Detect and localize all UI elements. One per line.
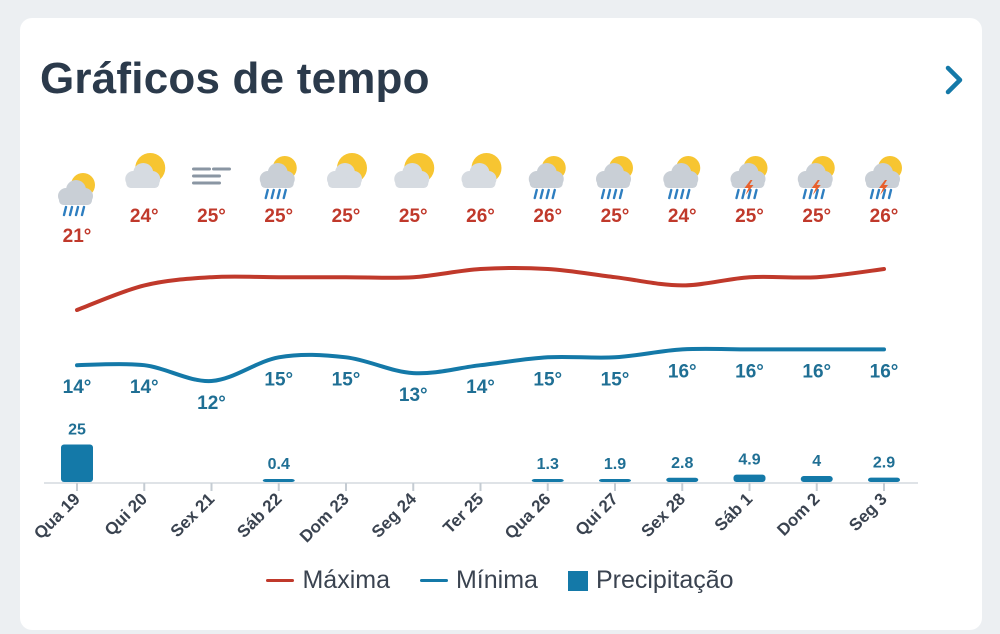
precip-label: 1.3: [537, 456, 559, 473]
precip-label: 2.8: [671, 455, 693, 472]
x-tick-label: Sáb 22: [233, 489, 285, 541]
sun-cloud-icon: [461, 153, 502, 188]
precip-bar: [531, 479, 564, 482]
max-temp-label: 21°: [63, 226, 92, 247]
x-tick-label: Sex 21: [167, 489, 219, 541]
x-tick-label: Sáb 1: [711, 489, 757, 535]
storm-sun-icon: [730, 156, 768, 200]
x-tick-label: Qui 20: [101, 489, 151, 539]
max-temp-label: 24°: [130, 206, 159, 227]
weather-chart-card: [20, 18, 982, 630]
legend-label-precip: Precipitação: [595, 566, 734, 594]
precip-label: 4.9: [738, 452, 760, 469]
rain-sun-icon: [596, 156, 633, 200]
min-temp-label: 15°: [264, 369, 293, 390]
rain-sun-icon: [528, 156, 566, 200]
fog-icon: [192, 167, 231, 185]
max-temp-label: 24°: [668, 206, 697, 227]
max-temp-label: 25°: [264, 206, 293, 227]
precip-bars: [61, 444, 900, 482]
max-temp-label: 25°: [197, 206, 226, 227]
max-temp-label: 25°: [601, 206, 630, 227]
max-temp-label: 25°: [802, 206, 831, 227]
x-tick-label: Dom 2: [773, 489, 823, 539]
max-temp-label: 26°: [533, 206, 562, 227]
legend-item-max[interactable]: Máxima: [266, 566, 390, 595]
min-temp-label: 15°: [533, 369, 562, 390]
min-temp-label: 14°: [63, 377, 92, 398]
x-tick-label: Qua 26: [501, 489, 555, 543]
precip-bar: [868, 477, 900, 482]
min-temp-label: 13°: [399, 385, 428, 406]
legend-label-max: Máxima: [302, 566, 390, 594]
max-temp-line: [75, 265, 886, 312]
precip-label: 4: [812, 453, 821, 470]
storm-sun-icon: [865, 156, 902, 200]
min-temp-label: 16°: [668, 361, 697, 382]
x-tick-label: Qua 19: [30, 489, 84, 543]
precip-labels: 25 0.4 1.3 1.9 2.8 4.9 4 2.9: [68, 422, 895, 474]
max-temp-labels: 21° 24° 25° 25° 25° 25° 26° 26° 25° 24° 25° 25° 26°: [63, 206, 899, 247]
legend: Máxima Mínima Precipitação: [0, 566, 1000, 595]
storm-sun-icon: [797, 156, 835, 200]
precip-bar: [666, 477, 699, 482]
min-temp-line: [75, 346, 886, 384]
precip-label: 25: [68, 422, 86, 439]
sun-cloud-icon: [394, 153, 435, 188]
weather-icons: [58, 153, 902, 217]
min-temp-label: 14°: [130, 377, 159, 398]
rain-sun-icon: [663, 156, 701, 200]
page-title: Gráficos de tempo: [40, 54, 430, 103]
max-temp-label: 26°: [870, 206, 899, 227]
rain-sun-icon: [58, 173, 95, 217]
x-tick-label: Qui 27: [572, 489, 622, 539]
x-tick-label: Seg 3: [845, 489, 891, 535]
sun-cloud-icon: [327, 153, 367, 188]
min-temp-label: 16°: [735, 361, 764, 382]
x-tick-label: Dom 23: [296, 489, 353, 546]
precip-bar: [733, 474, 766, 482]
legend-swatch-precip: [567, 570, 588, 591]
precip-bar: [599, 479, 631, 482]
min-temp-label: 15°: [332, 369, 361, 390]
legend-item-min[interactable]: Mínima: [419, 566, 538, 595]
precip-label: 2.9: [873, 455, 895, 472]
legend-label-min: Mínima: [455, 566, 538, 594]
x-tick-label: Ter 25: [439, 489, 487, 537]
max-temp-label: 25°: [399, 206, 428, 227]
min-temp-label: 15°: [601, 369, 630, 390]
max-temp-label: 25°: [332, 206, 361, 227]
precip-bar: [800, 476, 833, 482]
legend-swatch-max: [266, 579, 295, 582]
min-temp-labels: 14° 14° 12° 15° 15° 13° 14° 15° 15° 16° 16° 16° 16°: [63, 361, 899, 414]
legend-swatch-min: [419, 579, 448, 582]
x-tick-label: Sex 28: [638, 489, 690, 541]
min-temp-label: 12°: [197, 393, 226, 414]
precip-bar: [61, 444, 93, 482]
max-temp-label: 26°: [466, 206, 495, 227]
min-temp-label: 16°: [802, 361, 831, 382]
precip-bar: [262, 479, 295, 482]
min-temp-label: 16°: [870, 361, 899, 382]
max-temp-label: 25°: [735, 206, 764, 227]
rain-sun-icon: [259, 156, 297, 200]
precip-label: 0.4: [268, 456, 290, 473]
legend-item-precip[interactable]: Precipitação: [567, 566, 734, 595]
sun-cloud-icon: [125, 153, 166, 188]
x-tick-label: Seg 24: [368, 489, 421, 542]
x-axis-ticks: Qua 19 Qui 20 Sex 21 Sáb 22 Dom 23 Seg 24 Ter …: [30, 483, 891, 546]
precip-label: 1.9: [604, 456, 626, 473]
min-temp-label: 14°: [466, 377, 495, 398]
chevron-right-icon[interactable]: [936, 62, 972, 98]
